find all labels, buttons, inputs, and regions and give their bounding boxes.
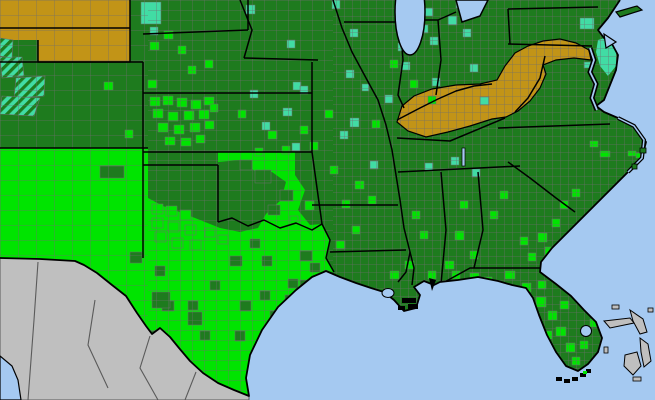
lake-okeechobee <box>580 325 592 337</box>
state-borders <box>0 0 611 286</box>
kentucky-lake <box>461 147 466 167</box>
lake-pontchartrain <box>381 288 395 298</box>
long-island <box>614 5 644 18</box>
mobile-bay <box>429 278 436 291</box>
delaware-bay <box>603 32 618 49</box>
mississippi-delta <box>408 304 418 309</box>
lake-erie <box>455 0 489 23</box>
mississippi-delta <box>398 306 405 310</box>
florida-keys <box>556 369 591 383</box>
pacific-ocean <box>0 355 22 400</box>
lake-michigan <box>394 0 426 56</box>
bahamas-islands <box>603 304 654 382</box>
lakes-and-bays <box>381 0 647 337</box>
mississippi-delta <box>402 298 416 303</box>
